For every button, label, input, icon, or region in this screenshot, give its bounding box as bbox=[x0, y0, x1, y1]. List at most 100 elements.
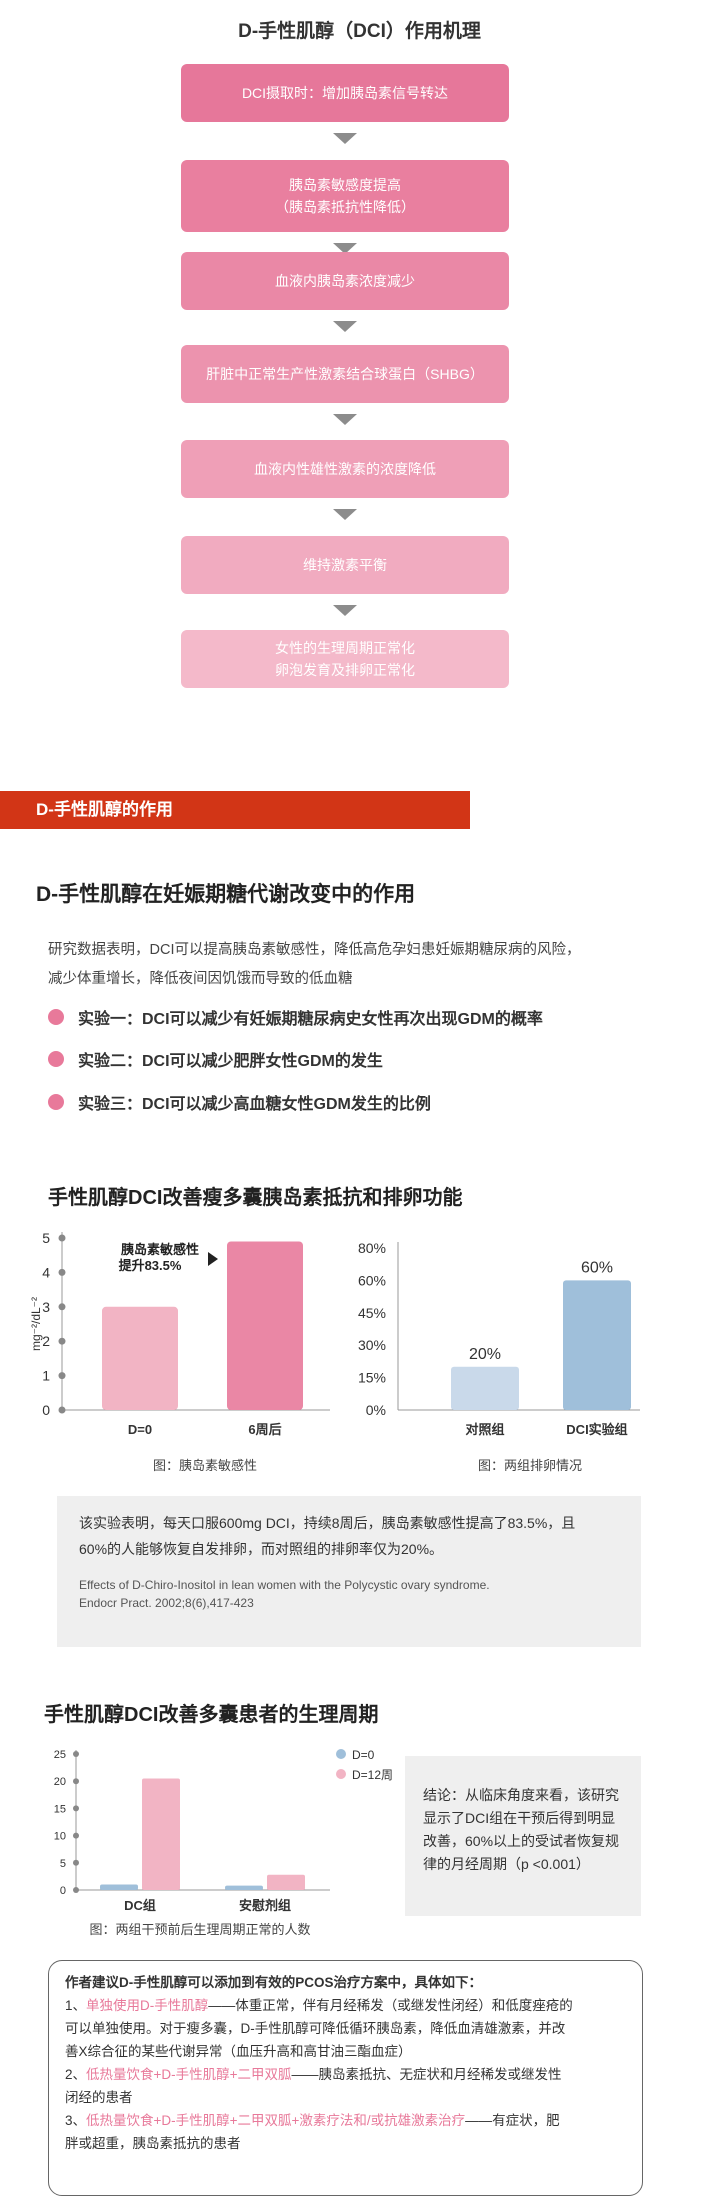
bullet-item: 实验三：DCI可以减少高血糖女性GDM发生的比例 bbox=[48, 1090, 431, 1114]
y-tick-label: 3 bbox=[42, 1299, 50, 1315]
x-tick-label: DC组 bbox=[124, 1898, 156, 1913]
y-tick-label: 5 bbox=[60, 1858, 66, 1870]
bullet-dot-icon bbox=[48, 1094, 64, 1110]
flow-step-text: 血液内性雄性激素的浓度降低 bbox=[254, 461, 436, 477]
flow-step: 血液内性雄性激素的浓度降低 bbox=[181, 440, 509, 498]
chart-caption: 图：胰岛素敏感性 bbox=[153, 1458, 257, 1473]
mechanism-title: D-手性肌醇（DCI）作用机理 bbox=[238, 21, 481, 42]
legend-label: D=12周 bbox=[352, 1768, 393, 1782]
chart-caption: 图：两组干预前后生理周期正常的人数 bbox=[89, 1922, 310, 1937]
flow-step: 女性的生理周期正常化 卵泡发育及排卵正常化 bbox=[181, 630, 509, 688]
flow-arrow-icon bbox=[333, 509, 357, 520]
advice-lead: 作者建议D-手性肌醇可以添加到有效的PCOS治疗方案中，具体如下： bbox=[65, 1975, 483, 1990]
annotation-arrow-icon bbox=[208, 1252, 218, 1266]
flow-step: DCI摄取时：增加胰岛素信号转达 bbox=[181, 64, 509, 122]
y-tick-marker bbox=[58, 1372, 66, 1380]
x-tick-label: 6周后 bbox=[248, 1422, 281, 1437]
y-tick-label: 25 bbox=[54, 1749, 66, 1761]
advice-box: 作者建议D-手性肌醇可以添加到有效的PCOS治疗方案中，具体如下： 1、单独使用… bbox=[48, 1960, 643, 2196]
legend-swatch-icon bbox=[336, 1749, 346, 1759]
section2-title: 手性肌醇DCI改善瘦多囊胰岛素抵抗和排卵功能 bbox=[48, 1187, 463, 1209]
bar bbox=[451, 1366, 519, 1410]
section3-title: 手性肌醇DCI改善多囊患者的生理周期 bbox=[44, 1704, 379, 1726]
y-tick-label: 0% bbox=[366, 1402, 386, 1418]
y-tick-marker bbox=[58, 1406, 66, 1414]
y-tick-marker bbox=[73, 1887, 79, 1893]
advice-item: 3、低热量饮食+D-手性肌醇+二甲双胍+激素疗法和/或抗雄激素治疗——有症状，肥 bbox=[65, 2113, 560, 2128]
flow-step-text: 肝脏中正常生产性激素结合球蛋白（SHBG） bbox=[206, 366, 484, 382]
annotation-text: 提升83.5% bbox=[119, 1258, 182, 1273]
chart-caption: 图：两组排卵情况 bbox=[478, 1458, 582, 1473]
x-tick-label: 安慰剂组 bbox=[239, 1898, 291, 1913]
y-axis-label: mg⁻²/dL⁻² bbox=[30, 1297, 43, 1351]
y-tick-label: 1 bbox=[42, 1368, 50, 1384]
flow-step: 血液内胰岛素浓度减少 bbox=[181, 252, 509, 310]
bar bbox=[100, 1884, 138, 1890]
y-tick-label: 80% bbox=[358, 1240, 386, 1256]
y-tick-marker bbox=[73, 1778, 79, 1785]
flow-step-text: 维持激素平衡 bbox=[303, 557, 387, 573]
flow-step: 维持激素平衡 bbox=[181, 536, 509, 594]
advice-item: 2、低热量饮食+D-手性肌醇+二甲双胍——胰岛素抵抗、无症状和月经稀发或继发性 bbox=[65, 2067, 562, 2082]
flow-arrow-icon bbox=[333, 243, 357, 254]
y-tick-label: 15% bbox=[358, 1370, 386, 1386]
flow-arrow-icon bbox=[333, 414, 357, 425]
bullet-dot-icon bbox=[48, 1009, 64, 1025]
study-note: 该实验表明，每天口服600mg DCI，持续8周后，胰岛素敏感性提高了83.5%… bbox=[57, 1496, 641, 1647]
y-tick-label: 45% bbox=[358, 1305, 386, 1321]
bar bbox=[142, 1778, 180, 1890]
flow-step-text: （胰岛素抵抗性降低） bbox=[275, 199, 415, 215]
conclusion-box: 结论：从临床角度来看，该研究 显示了DCI组在干预后得到明显 改善，60%以上的… bbox=[405, 1756, 641, 1916]
x-tick-label: DCI实验组 bbox=[566, 1422, 627, 1437]
y-tick-label: 15 bbox=[54, 1803, 66, 1815]
advice-item: 1、单独使用D-手性肌醇——体重正常，伴有月经稀发（或继发性闭经）和低度痤疮的 bbox=[65, 1998, 573, 2013]
y-tick-marker bbox=[58, 1337, 66, 1345]
y-tick-label: 0 bbox=[60, 1885, 66, 1897]
flow-step: 肝脏中正常生产性激素结合球蛋白（SHBG） bbox=[181, 345, 509, 403]
y-tick-label: 10 bbox=[54, 1831, 66, 1843]
legend-swatch-icon bbox=[336, 1769, 346, 1779]
y-tick-marker bbox=[58, 1268, 66, 1276]
section1-paragraph: 研究数据表明，DCI可以提高胰岛素敏感性，降低高危孕妇患妊娠期糖尿病的风险， 减… bbox=[48, 942, 581, 987]
y-tick-marker bbox=[58, 1234, 66, 1242]
bullet-item: 实验二：DCI可以减少肥胖女性GDM的发生 bbox=[48, 1047, 383, 1071]
section1-title: D-手性肌醇在妊娠期糖代谢改变中的作用 bbox=[36, 883, 416, 906]
flow-arrow-icon bbox=[333, 133, 357, 144]
bar bbox=[225, 1885, 263, 1890]
data-label: 60% bbox=[581, 1259, 613, 1276]
bar bbox=[227, 1241, 303, 1410]
bar bbox=[267, 1874, 305, 1890]
y-tick-label: 2 bbox=[42, 1333, 50, 1349]
bullet-item: 实验一：DCI可以减少有妊娠期糖尿病史女性再次出现GDM的概率 bbox=[48, 1005, 543, 1029]
bar bbox=[563, 1280, 631, 1410]
y-tick-marker bbox=[73, 1751, 79, 1757]
y-tick-label: 60% bbox=[358, 1272, 386, 1288]
data-label: 20% bbox=[469, 1346, 501, 1363]
flow-arrow-icon bbox=[333, 321, 357, 332]
ovulation-chart: 0% 15% 30% 45% 60% 80% 20% 对照组 60% DCI实验组图：两组排卵情… bbox=[358, 1240, 640, 1473]
x-tick-label: D=0 bbox=[128, 1422, 152, 1437]
y-tick-label: 4 bbox=[42, 1264, 50, 1280]
y-tick-label: 30% bbox=[358, 1337, 386, 1353]
annotation-text: 胰岛素敏感性 bbox=[121, 1242, 199, 1257]
y-tick-label: 5 bbox=[42, 1230, 50, 1246]
y-tick-label: 20 bbox=[54, 1776, 66, 1788]
y-tick-marker bbox=[58, 1303, 66, 1311]
y-tick-marker bbox=[73, 1805, 79, 1812]
y-tick-marker bbox=[73, 1832, 79, 1839]
section-banner: D-手性肌醇的作用 bbox=[0, 791, 470, 829]
flow-step-text: 卵泡发育及排卵正常化 bbox=[275, 662, 415, 678]
flow-step: 胰岛素敏感度提高 （胰岛素抵抗性降低） bbox=[181, 160, 509, 232]
flow-step-text: 血液内胰岛素浓度减少 bbox=[275, 273, 415, 289]
flow-step-text: DCI摄取时：增加胰岛素信号转达 bbox=[241, 85, 449, 101]
y-tick-label: 0 bbox=[42, 1402, 50, 1418]
flow-step-text: 女性的生理周期正常化 bbox=[275, 640, 415, 656]
legend-label: D=0 bbox=[352, 1748, 375, 1762]
y-tick-marker bbox=[73, 1859, 79, 1866]
bar bbox=[102, 1306, 178, 1410]
x-tick-label: 对照组 bbox=[465, 1422, 504, 1437]
flow-arrow-icon bbox=[333, 605, 357, 616]
flow-step-text: 胰岛素敏感度提高 bbox=[289, 177, 401, 193]
